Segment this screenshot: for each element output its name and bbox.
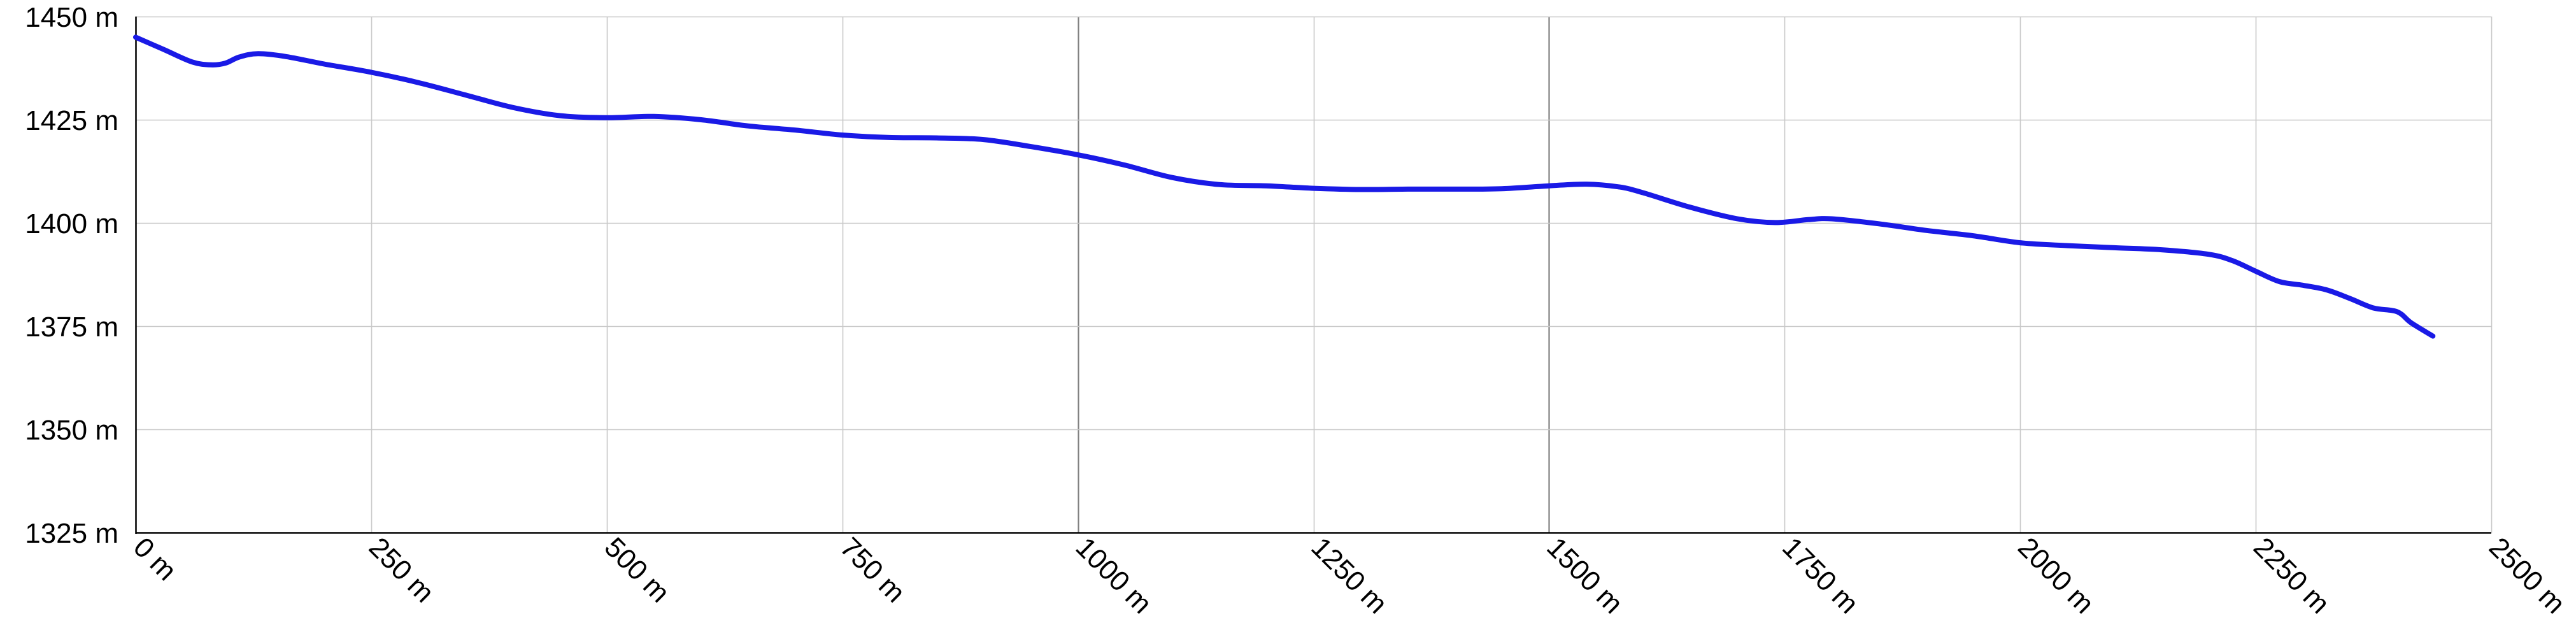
- y-tick-labels: 1325 m 1350 m 1375 m 1400 m 1425 m 1450 m: [25, 2, 118, 549]
- y-tick-label-0: 1325 m: [25, 518, 118, 549]
- x-tick-label-1: 250 m: [363, 531, 440, 608]
- x-tick-label-7: 1750 m: [1776, 531, 1864, 619]
- x-tick-label-2: 500 m: [599, 531, 676, 608]
- x-tick-label-0: 0 m: [127, 531, 183, 587]
- x-tick-label-8: 2000 m: [2012, 531, 2100, 619]
- series-layer: [133, 34, 2436, 339]
- grid-lines: [135, 16, 2493, 534]
- y-tick-label-5: 1450 m: [25, 2, 118, 33]
- y-tick-label-3: 1400 m: [25, 208, 118, 240]
- x-tick-label-3: 750 m: [834, 531, 911, 608]
- x-tick-labels: 0 m 250 m 500 m 750 m 1000 m 1250 m 1500 m 1750…: [127, 531, 2571, 619]
- y-tick-label-2: 1375 m: [25, 311, 118, 343]
- y-tick-label-4: 1425 m: [25, 105, 118, 136]
- x-tick-label-4: 1000 m: [1070, 531, 1158, 619]
- series-line-0: [133, 34, 2436, 339]
- x-tick-label-9: 2250 m: [2247, 531, 2335, 619]
- y-tick-label-1: 1350 m: [25, 415, 118, 446]
- x-tick-label-10: 2500 m: [2483, 531, 2571, 619]
- x-tick-label-5: 1250 m: [1305, 531, 1393, 619]
- x-tick-label-6: 1500 m: [1541, 531, 1628, 619]
